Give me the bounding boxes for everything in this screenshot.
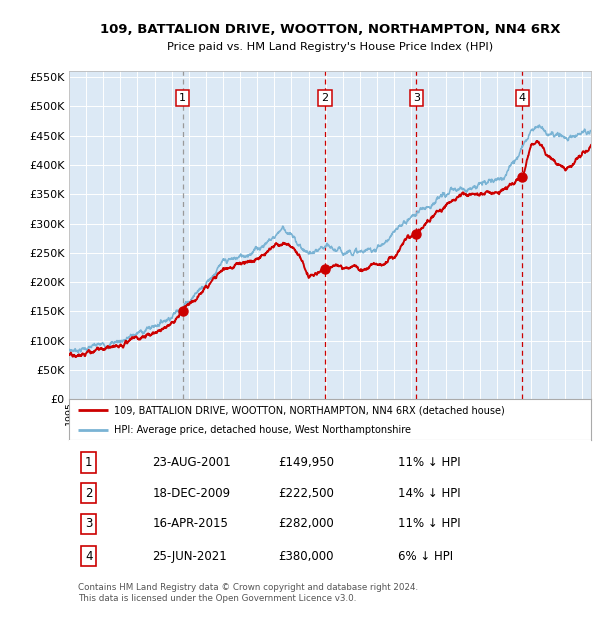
Text: 14% ↓ HPI: 14% ↓ HPI [398, 487, 460, 500]
Text: 109, BATTALION DRIVE, WOOTTON, NORTHAMPTON, NN4 6RX (detached house): 109, BATTALION DRIVE, WOOTTON, NORTHAMPT… [115, 405, 505, 415]
Text: 23-AUG-2001: 23-AUG-2001 [152, 456, 231, 469]
Text: HPI: Average price, detached house, West Northamptonshire: HPI: Average price, detached house, West… [115, 425, 412, 435]
Text: £282,000: £282,000 [278, 518, 334, 530]
Text: 2: 2 [85, 487, 92, 500]
Text: 6% ↓ HPI: 6% ↓ HPI [398, 549, 453, 562]
Text: 1: 1 [85, 456, 92, 469]
Text: 2: 2 [322, 93, 329, 103]
Text: 4: 4 [518, 93, 526, 103]
Text: 16-APR-2015: 16-APR-2015 [152, 518, 229, 530]
Text: 3: 3 [85, 518, 92, 530]
Text: 25-JUN-2021: 25-JUN-2021 [152, 549, 227, 562]
Text: Contains HM Land Registry data © Crown copyright and database right 2024.
This d: Contains HM Land Registry data © Crown c… [79, 583, 419, 603]
Text: 3: 3 [413, 93, 420, 103]
Text: 18-DEC-2009: 18-DEC-2009 [152, 487, 230, 500]
Text: £222,500: £222,500 [278, 487, 334, 500]
Text: £149,950: £149,950 [278, 456, 334, 469]
Text: 1: 1 [179, 93, 186, 103]
Text: 109, BATTALION DRIVE, WOOTTON, NORTHAMPTON, NN4 6RX: 109, BATTALION DRIVE, WOOTTON, NORTHAMPT… [100, 24, 560, 36]
Text: Price paid vs. HM Land Registry's House Price Index (HPI): Price paid vs. HM Land Registry's House … [167, 42, 493, 52]
Text: 11% ↓ HPI: 11% ↓ HPI [398, 456, 460, 469]
Text: 4: 4 [85, 549, 92, 562]
Text: 11% ↓ HPI: 11% ↓ HPI [398, 518, 460, 530]
Text: £380,000: £380,000 [278, 549, 334, 562]
